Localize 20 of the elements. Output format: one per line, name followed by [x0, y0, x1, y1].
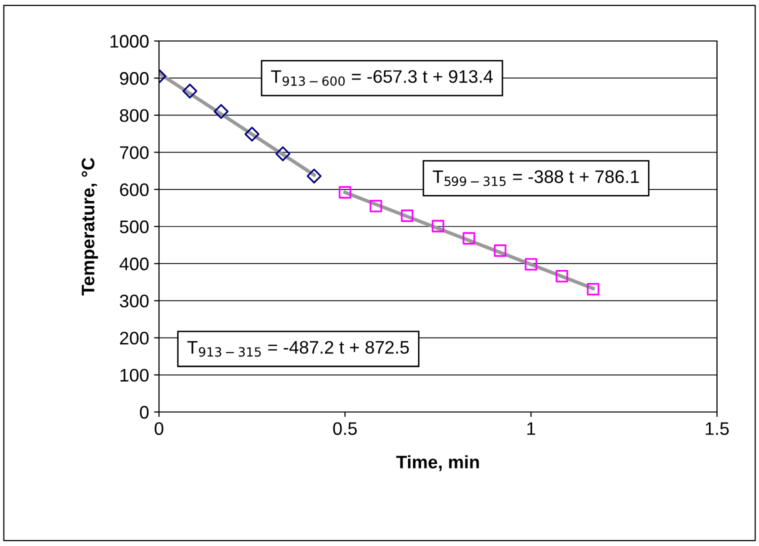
y-tick-label: 200: [120, 332, 149, 345]
x-tick-label: 0.5: [333, 422, 357, 435]
x-tick-label: 1: [527, 422, 536, 435]
y-tick-label: 800: [120, 109, 149, 122]
y-tick-label: 1000: [110, 34, 149, 48]
annotation: T$_{913−315}$ = -487.2 t + 872.5: [187, 340, 409, 357]
y-tick-label: 0: [140, 406, 149, 419]
annotation: T$_{599−315}$ = -388 t + 786.1: [432, 170, 639, 186]
y-tick-label: 900: [120, 72, 149, 85]
x-tick-label: 1.5: [706, 422, 729, 435]
x-axis-title: Time, min: [396, 455, 479, 472]
x-tick-label: 0: [154, 422, 164, 435]
y-tick-label: 100: [120, 368, 149, 382]
y-tick-label: 300: [120, 294, 149, 308]
y-tick-label: 400: [120, 258, 149, 270]
y-axis-title: Temperature, °C: [82, 158, 98, 296]
y-tick-label: 600: [120, 183, 149, 196]
annotation: T$_{913−600}$ = -657.3 t + 913.4: [271, 70, 493, 86]
y-tick-label: 700: [120, 146, 149, 160]
y-tick-label: 500: [120, 220, 149, 234]
